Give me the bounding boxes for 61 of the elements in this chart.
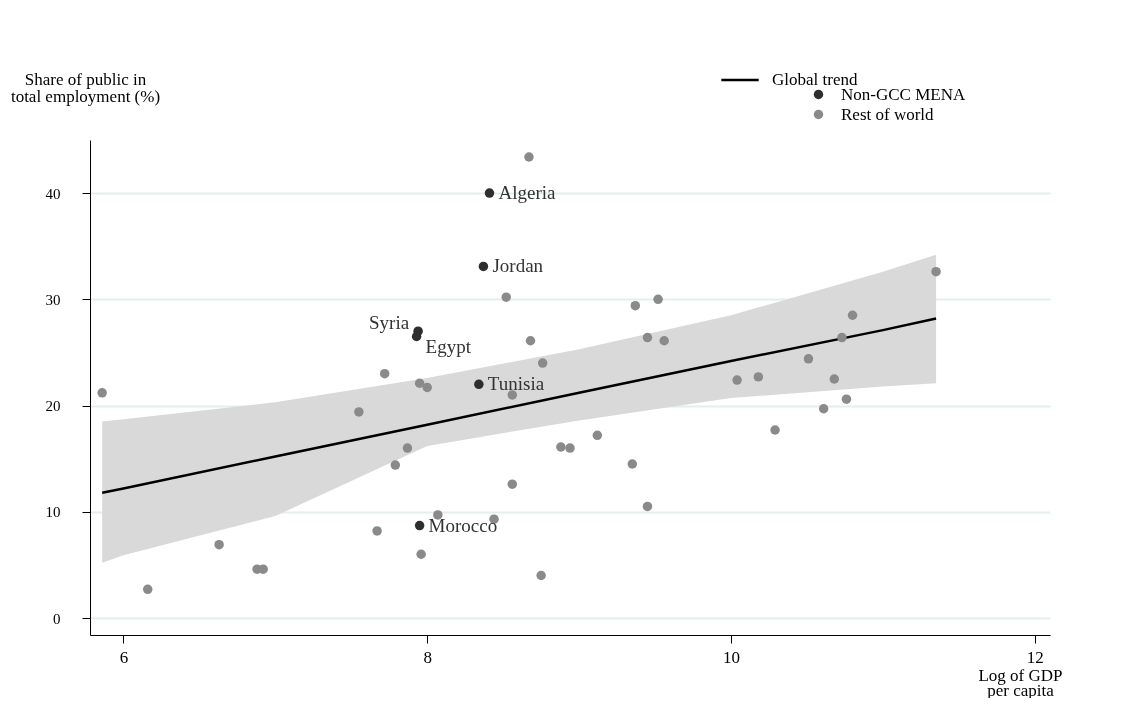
y-tick-label: 40 [45,185,61,202]
point [501,292,511,302]
point [402,443,413,453]
annotation: Egypt [425,335,472,357]
point [478,261,489,272]
point [931,266,941,277]
annotation: Morocco [428,514,498,536]
point [422,382,432,393]
point [837,332,847,343]
annotation: Algeria [498,182,557,204]
line-series [100,317,938,494]
point [841,394,852,404]
point [537,358,548,368]
point [214,539,224,550]
point [732,375,742,385]
point [659,336,669,346]
point [630,300,641,311]
point [484,188,495,198]
point [536,570,546,581]
point [524,152,534,162]
x-tick-label: 6 [119,647,129,667]
y-tick-label: 30 [45,291,61,308]
x-tick-label: 12 [1026,647,1044,667]
point [818,404,829,414]
point [556,442,566,452]
annotation: Syria [368,312,410,334]
y-tick-label: 10 [45,504,61,521]
point [653,294,663,305]
point [829,374,840,384]
point [507,479,518,489]
annotation: Jordan [492,255,544,277]
point [525,336,536,346]
x-tick-label: 10 [723,647,741,667]
point [354,407,364,417]
y-tick-label: 0 [53,610,61,627]
point [770,425,780,435]
point [803,354,814,364]
x-tick-label: 8 [423,647,432,667]
point [565,443,575,453]
point [847,310,858,320]
point [474,379,484,390]
point [416,549,426,559]
point [414,378,425,388]
point [507,390,518,400]
point [592,430,603,441]
point [379,368,390,379]
point [390,460,401,470]
legend-label: Rest of world [841,104,935,124]
point [142,584,153,595]
point [414,520,425,531]
point [97,388,107,398]
y-tick-label: 20 [45,398,61,415]
point [627,459,638,469]
point [753,372,764,382]
point [433,510,443,520]
point [411,331,422,342]
point [372,526,382,536]
y-axis-title: Share of public in total employment (%) [10,69,161,106]
point [642,501,653,512]
annotation: Tunisia [487,373,545,395]
point [642,332,653,343]
